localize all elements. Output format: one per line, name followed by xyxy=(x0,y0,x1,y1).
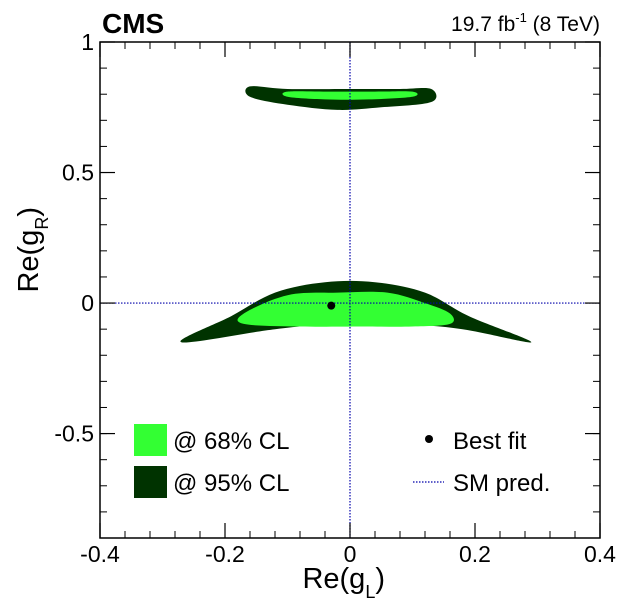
luminosity-value: 19.7 fb xyxy=(451,13,515,36)
x-tick-label: -0.4 xyxy=(80,541,120,567)
x-axis-title: Re(gL) xyxy=(302,563,385,602)
legend-label-95cl: @ 95% CL xyxy=(173,470,289,497)
x-axis-title-subscript: L xyxy=(365,582,375,602)
y-tick-label: -0.5 xyxy=(54,421,94,447)
x-tick-label: 0.4 xyxy=(584,541,616,567)
x-axis-title-main: Re(g xyxy=(302,563,365,595)
x-tick-label: -0.2 xyxy=(205,541,245,567)
luminosity-exponent: -1 xyxy=(515,10,527,25)
y-tick-label: 0.5 xyxy=(62,160,94,186)
best-fit-marker xyxy=(327,301,336,310)
y-tick-label: 0 xyxy=(81,290,94,316)
y-axis-title-main: Re(g xyxy=(13,230,45,293)
y-axis-title: Re(gR) xyxy=(13,207,52,293)
region-68cl-lower-band xyxy=(237,291,454,327)
y-axis-ticks: -0.5 0 0.5 1 xyxy=(54,29,600,539)
region-68cl-upper-band xyxy=(282,91,418,100)
y-axis-title-subscript: R xyxy=(32,217,52,230)
energy-label: (8 TeV) xyxy=(527,13,600,36)
x-axis-ticks: -0.4 -0.2 0 0.2 0.4 xyxy=(80,42,616,567)
x-tick-label: 0.2 xyxy=(459,541,491,567)
legend-label-best-fit: Best fit xyxy=(453,428,527,455)
y-axis-title-close: ) xyxy=(13,207,45,217)
legend-label-68cl: @ 68% CL xyxy=(173,428,289,455)
luminosity-label: 19.7 fb-1 (8 TeV) xyxy=(451,10,600,36)
legend-swatch-68cl xyxy=(134,424,167,456)
legend-swatch-95cl xyxy=(134,466,167,498)
legend-best-fit-marker xyxy=(425,435,433,443)
x-axis-title-close: ) xyxy=(375,563,385,595)
confidence-regions xyxy=(180,86,532,343)
x-tick-label: 0 xyxy=(344,541,357,567)
legend-label-sm-prediction: SM pred. xyxy=(453,470,550,497)
experiment-label: CMS xyxy=(102,8,164,39)
y-tick-label: 1 xyxy=(81,29,94,55)
